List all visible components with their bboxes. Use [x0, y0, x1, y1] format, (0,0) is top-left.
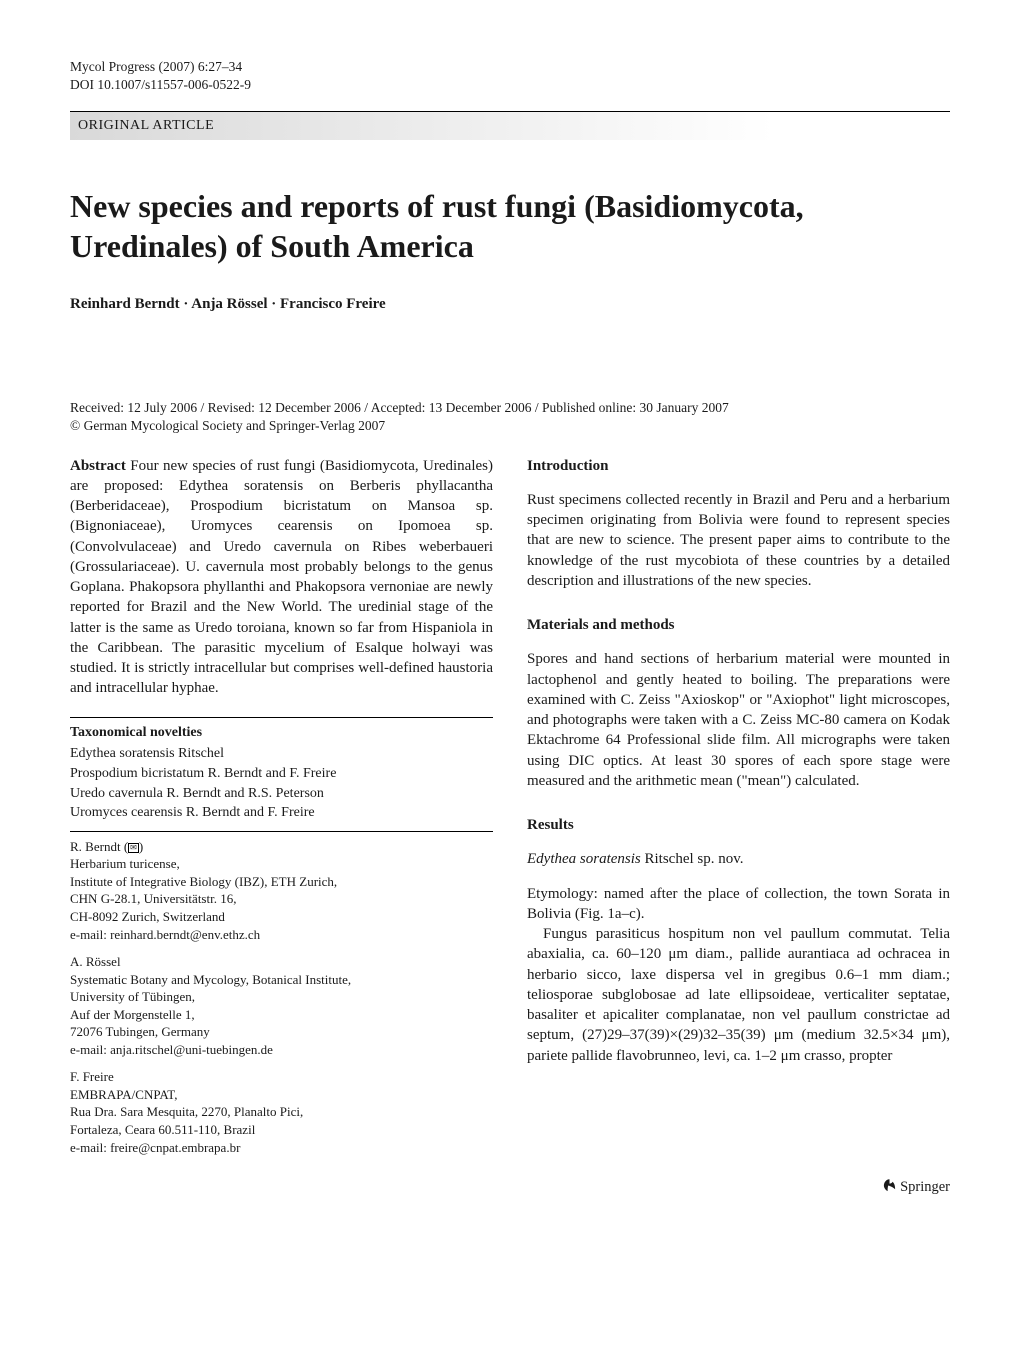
article-history: Received: 12 July 2006 / Revised: 12 Dec…: [70, 399, 950, 435]
copyright-line: © German Mycological Society and Springe…: [70, 417, 950, 435]
affil-email: e-mail: reinhard.berndt@env.ethz.ch: [70, 927, 260, 942]
author-name: A. Rössel: [70, 954, 121, 969]
author-name: R. Berndt: [70, 839, 121, 854]
affil-line: CHN G-28.1, Universitätstr. 16,: [70, 891, 236, 906]
corresponding-author-icon: (✉): [124, 839, 143, 854]
affil-line: University of Tübingen,: [70, 989, 195, 1004]
tax-item: Prospodium bicristatum R. Berndt and F. …: [70, 764, 493, 784]
right-column: Introduction Rust specimens collected re…: [527, 456, 950, 1157]
affiliation-block: A. Rössel Systematic Botany and Mycology…: [70, 953, 493, 1058]
affil-line: CH-8092 Zurich, Switzerland: [70, 909, 225, 924]
section-heading-results: Results: [527, 815, 950, 835]
affiliation-block: F. Freire EMBRAPA/CNPAT, Rua Dra. Sara M…: [70, 1068, 493, 1156]
author-line: Reinhard Berndt · Anja Rössel · Francisc…: [70, 296, 950, 313]
introduction-text: Rust specimens collected recently in Bra…: [527, 490, 950, 591]
latin-description: Fungus parasiticus hospitum non vel paul…: [527, 924, 950, 1066]
author-name: F. Freire: [70, 1069, 114, 1084]
divider-rule: [70, 831, 493, 832]
article-title: New species and reports of rust fungi (B…: [70, 186, 950, 266]
doi: DOI 10.1007/s11557-006-0522-9: [70, 76, 950, 94]
affiliation-block: R. Berndt (✉) Herbarium turicense, Insti…: [70, 838, 493, 943]
affil-line: Systematic Botany and Mycology, Botanica…: [70, 972, 351, 987]
journal-reference: Mycol Progress (2007) 6:27–34: [70, 58, 950, 76]
affil-line: EMBRAPA/CNPAT,: [70, 1087, 178, 1102]
tax-novelties-list: Edythea soratensis Ritschel Prospodium b…: [70, 744, 493, 822]
springer-logo-icon: [882, 1178, 897, 1193]
affil-line: Herbarium turicense,: [70, 856, 180, 871]
left-column: Abstract Four new species of rust fungi …: [70, 456, 493, 1157]
affil-line: Auf der Morgenstelle 1,: [70, 1007, 195, 1022]
divider-rule: [70, 717, 493, 718]
affil-email: e-mail: freire@cnpat.embrapa.br: [70, 1140, 240, 1155]
species-name-line: Edythea soratensis Ritschel sp. nov.: [527, 849, 950, 869]
abstract-label: Abstract: [70, 458, 126, 474]
affil-line: Rua Dra. Sara Mesquita, 2270, Planalto P…: [70, 1104, 303, 1119]
tax-item: Edythea soratensis Ritschel: [70, 744, 493, 764]
tax-item: Uredo cavernula R. Berndt and R.S. Peter…: [70, 784, 493, 804]
history-dates: Received: 12 July 2006 / Revised: 12 Dec…: [70, 399, 950, 417]
running-head: Mycol Progress (2007) 6:27–34 DOI 10.100…: [70, 58, 950, 93]
section-heading-introduction: Introduction: [527, 456, 950, 476]
abstract-text: Four new species of rust fungi (Basidiom…: [70, 458, 493, 697]
tax-novelties-heading: Taxonomical novelties: [70, 724, 493, 743]
article-type-label: ORIGINAL ARTICLE: [78, 118, 214, 133]
publisher-name: Springer: [900, 1179, 950, 1195]
etymology-text: Etymology: named after the place of coll…: [527, 884, 950, 925]
affil-email: e-mail: anja.ritschel@uni-tuebingen.de: [70, 1042, 273, 1057]
tax-item: Uromyces cearensis R. Berndt and F. Frei…: [70, 803, 493, 823]
page-footer: Springer: [70, 1178, 950, 1196]
affil-line: 72076 Tubingen, Germany: [70, 1024, 210, 1039]
affil-line: Fortaleza, Ceara 60.511-110, Brazil: [70, 1122, 255, 1137]
methods-text: Spores and hand sections of herbarium ma…: [527, 649, 950, 791]
affil-line: Institute of Integrative Biology (IBZ), …: [70, 874, 337, 889]
two-column-body: Abstract Four new species of rust fungi …: [70, 456, 950, 1157]
abstract-paragraph: Abstract Four new species of rust fungi …: [70, 456, 493, 699]
section-heading-methods: Materials and methods: [527, 615, 950, 635]
article-type-bar: ORIGINAL ARTICLE: [70, 111, 950, 140]
